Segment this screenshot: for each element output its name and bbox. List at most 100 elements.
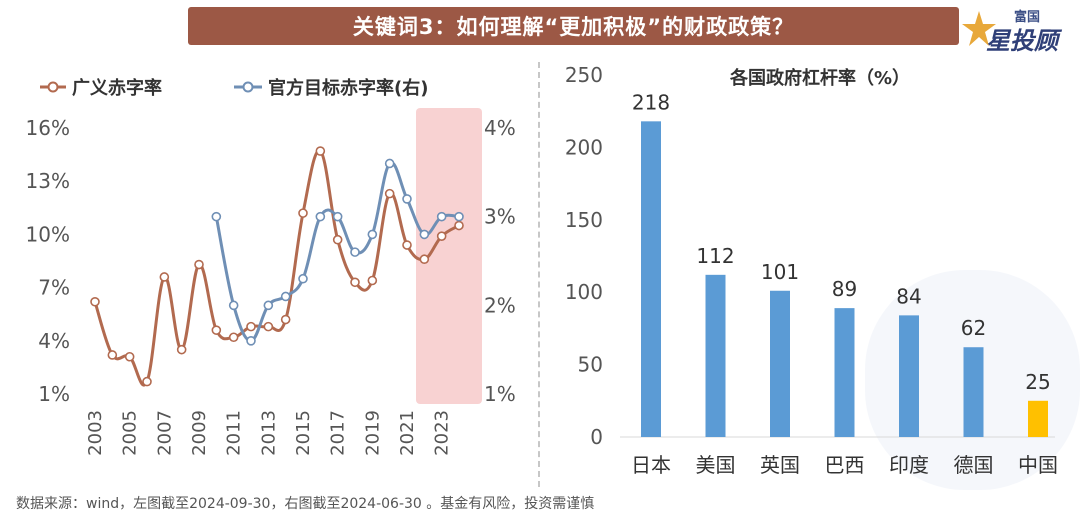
highlight-band [416,108,482,404]
point-broad-deficit [350,277,360,288]
deficit-line-chart: 16% 13% 10% 7% 4% 1% 4% 3% 2% 1% 2003 2005 2007 2009 2… [26,77,516,456]
bar-value-label: 101 [761,260,799,284]
bar-y-tick: 200 [565,135,603,159]
right-y-tick: 4% [484,116,516,140]
bar-y-tick: 250 [565,63,603,87]
point-official-deficit [228,300,239,311]
point-official-deficit [436,211,447,222]
point-broad-deficit [228,332,239,343]
star-icon [962,11,996,46]
bar-value-label: 218 [632,90,670,114]
x-tick: 2015 [293,410,314,456]
left-y-tick: 10% [26,222,70,246]
point-official-deficit [454,211,464,222]
logo-main-text: 星投顾 [986,27,1058,55]
point-broad-deficit [367,275,378,286]
bar-value-label: 112 [696,244,734,268]
x-tick: 2021 [397,410,418,456]
bar-category-label: 巴西 [825,453,865,477]
point-official-deficit [246,335,256,346]
series-line-broad-deficit [93,149,460,387]
left-legend: 广义赤字率 官方目标赤字率(右) [40,77,428,99]
x-tick: 2011 [224,410,245,456]
x-tick: 2007 [154,410,175,456]
point-broad-deficit [211,325,222,335]
legend-label-broad: 广义赤字率 [72,77,162,99]
bar-y-tick: 50 [578,353,603,377]
point-official-deficit [419,229,430,240]
bar-category-label: 德国 [954,453,994,477]
point-broad-deficit [332,234,343,245]
point-broad-deficit [142,376,152,387]
right-y-tick: 1% [484,382,516,406]
point-broad-deficit [280,314,291,325]
left-axes: 16% 13% 10% 7% 4% 1% 4% 3% 2% 1% 2003 2005 2007 2009 2… [26,116,516,456]
page-title: 关键词3：如何理解“更加积极”的财政政策？ [352,15,795,39]
legend-label-official: 官方目标赤字率(右) [268,77,428,99]
panel-divider [538,62,540,487]
point-broad-deficit [90,296,100,307]
x-tick: 2003 [85,410,106,456]
bar-6 [963,347,984,437]
left-y-tick: 13% [26,169,70,193]
bar-value-label: 25 [1025,370,1050,394]
point-broad-deficit [454,220,464,231]
point-broad-deficit [194,259,204,270]
data-source-note: 数据来源：wind，左图截至2024-09-30，右图截至2024-06-30 … [16,496,595,512]
leverage-bar-chart: 各国政府杠杆率（%） 250 200 150 100 50 0 218 日本 112 美国 101… [565,63,1080,490]
bar-category-label: 印度 [889,453,929,477]
point-broad-deficit [315,146,326,156]
legend-marker-broad [47,81,59,93]
bar-y-tick: 100 [565,280,603,304]
bar-value-label: 84 [896,284,921,308]
point-official-deficit [402,194,412,204]
bar-category-label: 美国 [696,453,736,477]
point-broad-deficit [419,254,430,265]
point-broad-deficit [107,350,118,360]
bar-category-label: 英国 [760,453,800,477]
legend-marker-official [242,81,254,93]
x-tick: 2017 [328,410,349,456]
point-broad-deficit [436,231,447,241]
brand-logo: 富国 星投顾 [962,4,1074,55]
x-tick: 2013 [258,410,279,456]
point-broad-deficit [402,240,412,250]
point-official-deficit [350,247,360,257]
point-broad-deficit [246,321,256,332]
point-official-deficit [298,273,308,284]
bar-category-label: 中国 [1018,453,1058,477]
right-y-tick: 3% [484,205,516,229]
x-tick: 2009 [189,410,210,456]
point-broad-deficit [124,351,135,362]
title-banner: 关键词3：如何理解“更加积极”的财政政策？ [188,7,959,45]
point-official-deficit [315,211,326,222]
bar-1 [641,121,661,437]
point-broad-deficit [176,344,187,355]
point-official-deficit [332,211,343,222]
bar-value-label: 62 [961,316,986,340]
logo-top-text: 富国 [1014,10,1041,25]
bar-category-label: 日本 [631,453,671,477]
bar-7 [1028,400,1048,437]
x-tick: 2019 [362,410,383,456]
bar-2 [705,274,726,437]
point-official-deficit [280,291,291,302]
right-y-tick: 2% [484,293,516,317]
left-y-tick: 7% [38,276,70,300]
bar-4 [834,308,855,437]
point-official-deficit [263,300,274,311]
point-official-deficit [367,229,378,240]
point-broad-deficit [298,208,308,218]
left-series [90,146,464,387]
x-tick: 2023 [432,410,453,456]
right-bars: 218 日本 112 美国 101 英国 89 巴西 84 印度 62 德国 25 中国 [631,90,1058,477]
bar-3 [770,290,790,437]
bar-chart-title: 各国政府杠杆率（%） [729,67,910,89]
point-broad-deficit [263,321,274,332]
x-tick: 2005 [120,410,141,456]
point-broad-deficit [159,272,170,282]
bar-y-tick: 150 [565,208,603,232]
left-y-tick: 16% [26,116,70,140]
point-broad-deficit [384,188,395,199]
point-official-deficit [211,211,222,222]
